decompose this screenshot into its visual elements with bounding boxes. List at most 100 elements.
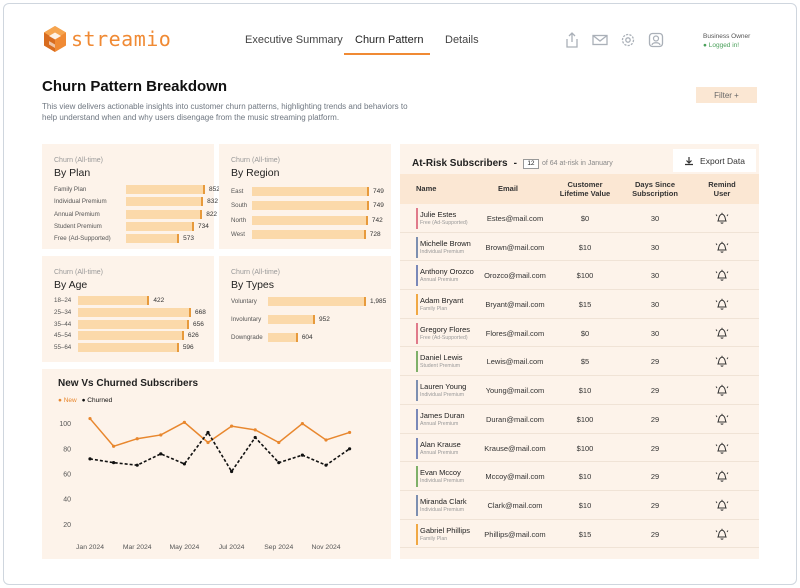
data-point-new[interactable] <box>135 437 139 441</box>
data-point-churned[interactable] <box>348 447 352 451</box>
bar[interactable] <box>268 333 298 342</box>
subscriber-email[interactable]: Phillips@mail.com <box>484 529 546 539</box>
data-point-new[interactable] <box>253 428 257 432</box>
bar[interactable] <box>126 221 195 231</box>
filter-button[interactable]: Filter + <box>696 87 757 103</box>
subscriber-name: Daniel Lewis <box>420 353 463 363</box>
remind-bell-icon[interactable] <box>714 353 730 369</box>
subscriber-email[interactable]: Young@mail.com <box>485 386 545 396</box>
column-header-name[interactable]: Name <box>416 184 437 193</box>
table-row[interactable]: Anthony Orozco Annual Premium Orozco@mail.… <box>400 261 759 291</box>
tab-executive-summary[interactable]: Executive Summary <box>245 34 343 46</box>
remind-bell-icon[interactable] <box>714 325 730 341</box>
table-row[interactable]: Gregory Flores Free (Ad-Supported) Flores@… <box>400 319 759 348</box>
column-header-days-since[interactable]: Days Since Subscription <box>632 180 678 198</box>
remind-bell-icon[interactable] <box>714 440 730 456</box>
data-point-new[interactable] <box>88 416 92 421</box>
subscriber-email[interactable]: Lewis@mail.com <box>486 357 544 367</box>
brand-logo[interactable]: streamio <box>42 25 171 53</box>
bar[interactable] <box>252 229 366 239</box>
tab-details[interactable]: Details <box>445 34 479 46</box>
main-nav: Executive Summary Churn Pattern Details <box>0 34 800 54</box>
table-row[interactable]: Julie Estes Free (Ad-Supported) Estes@mail… <box>400 204 759 233</box>
table-row[interactable]: Gabriel Phillips Family Plan Phillips@mail… <box>400 520 759 549</box>
remind-bell-icon[interactable] <box>714 497 730 513</box>
data-point-churned[interactable] <box>277 461 281 465</box>
column-header-email[interactable]: Email <box>497 184 518 193</box>
data-point-new[interactable] <box>348 430 352 435</box>
data-point-churned[interactable] <box>206 430 210 435</box>
bar[interactable] <box>268 297 366 306</box>
bar[interactable] <box>126 209 203 219</box>
data-point-churned[interactable] <box>182 462 186 466</box>
bar[interactable] <box>78 319 189 329</box>
data-point-new[interactable] <box>182 420 186 424</box>
bar[interactable] <box>78 307 191 317</box>
remind-bell-icon[interactable] <box>714 526 730 542</box>
table-row[interactable]: Lauren Young Individual Premium Young@mail… <box>400 376 759 405</box>
data-point-churned[interactable] <box>230 469 234 474</box>
share-icon[interactable] <box>563 31 581 49</box>
data-point-churned[interactable] <box>253 435 257 440</box>
table-row[interactable]: Adam Bryant Family Plan Bryant@mail.com $15… <box>400 290 759 319</box>
bar-row: 35–44 656 <box>54 319 254 330</box>
data-point-churned[interactable] <box>300 453 304 457</box>
column-header-remind[interactable]: Remind User <box>708 180 736 198</box>
at-risk-count-input[interactable]: 12 <box>522 158 539 169</box>
bar[interactable] <box>78 296 150 305</box>
subscriber-name: Anthony Orozco <box>420 267 474 277</box>
subscriber-email[interactable]: Flores@mail.com <box>485 328 545 338</box>
bar[interactable] <box>268 315 315 324</box>
data-point-churned[interactable] <box>135 463 139 467</box>
table-row[interactable]: Miranda Clark Individual Premium Clark@mai… <box>400 491 759 520</box>
remind-bell-icon[interactable] <box>714 411 730 427</box>
bar[interactable] <box>78 343 179 353</box>
subscriber-email[interactable]: Mccoy@mail.com <box>485 472 545 482</box>
data-point-churned[interactable] <box>324 463 328 467</box>
data-point-churned[interactable] <box>88 457 92 461</box>
data-point-new[interactable] <box>206 440 210 445</box>
column-header-lifetime-value[interactable]: Customer Lifetime Value <box>559 180 611 198</box>
data-point-new[interactable] <box>230 424 234 428</box>
bar[interactable] <box>252 187 369 196</box>
export-data-button[interactable]: Export Data <box>673 149 756 172</box>
subscriber-email[interactable]: Estes@mail.com <box>486 214 544 223</box>
settings-gear-icon[interactable] <box>619 31 637 49</box>
table-row[interactable]: Evan Mccoy Individual Premium Mccoy@mail.c… <box>400 462 759 491</box>
data-point-new[interactable] <box>300 422 304 426</box>
table-row[interactable]: Daniel Lewis Student Premium Lewis@mail.co… <box>400 347 759 377</box>
table-row[interactable]: Michelle Brown Individual Premium Brown@ma… <box>400 233 759 262</box>
bar[interactable] <box>252 201 369 211</box>
data-point-churned[interactable] <box>159 452 163 456</box>
user-profile-icon[interactable] <box>647 31 665 49</box>
data-point-new[interactable] <box>159 433 163 437</box>
data-point-new[interactable] <box>112 444 116 448</box>
data-point-new[interactable] <box>324 438 328 442</box>
subscriber-email[interactable]: Duran@mail.com <box>485 414 545 424</box>
bar[interactable] <box>126 185 205 194</box>
bar[interactable] <box>78 331 184 341</box>
table-row[interactable]: James Duran Annual Premium Duran@mail.com $… <box>400 405 759 434</box>
bar[interactable] <box>126 197 204 207</box>
remind-bell-icon[interactable] <box>714 468 730 484</box>
remind-bell-icon[interactable] <box>714 382 730 398</box>
subscriber-email[interactable]: Krause@mail.com <box>484 443 546 453</box>
subscriber-email[interactable]: Brown@mail.com <box>485 242 545 252</box>
remind-bell-icon[interactable] <box>714 296 730 312</box>
tab-churn-pattern[interactable]: Churn Pattern <box>355 34 424 46</box>
bar[interactable] <box>252 215 368 225</box>
subscriber-email[interactable]: Clark@mail.com <box>487 500 543 510</box>
subscriber-email[interactable]: Orozco@mail.com <box>484 271 546 281</box>
mail-icon[interactable] <box>591 31 609 49</box>
remind-bell-icon[interactable] <box>714 267 730 283</box>
table-row[interactable]: Alan Krause Annual Premium Krause@mail.com… <box>400 434 759 463</box>
bar-label: Downgrade <box>231 334 263 341</box>
x-tick-label: Jul 2024 <box>219 544 245 551</box>
remind-bell-icon[interactable] <box>714 210 730 226</box>
bar[interactable] <box>126 234 180 244</box>
user-badge[interactable]: Business Owner ● Logged in! <box>703 32 750 50</box>
remind-bell-icon[interactable] <box>714 239 730 255</box>
subscriber-email[interactable]: Bryant@mail.com <box>485 300 545 310</box>
data-point-new[interactable] <box>277 440 281 445</box>
data-point-churned[interactable] <box>112 461 116 465</box>
